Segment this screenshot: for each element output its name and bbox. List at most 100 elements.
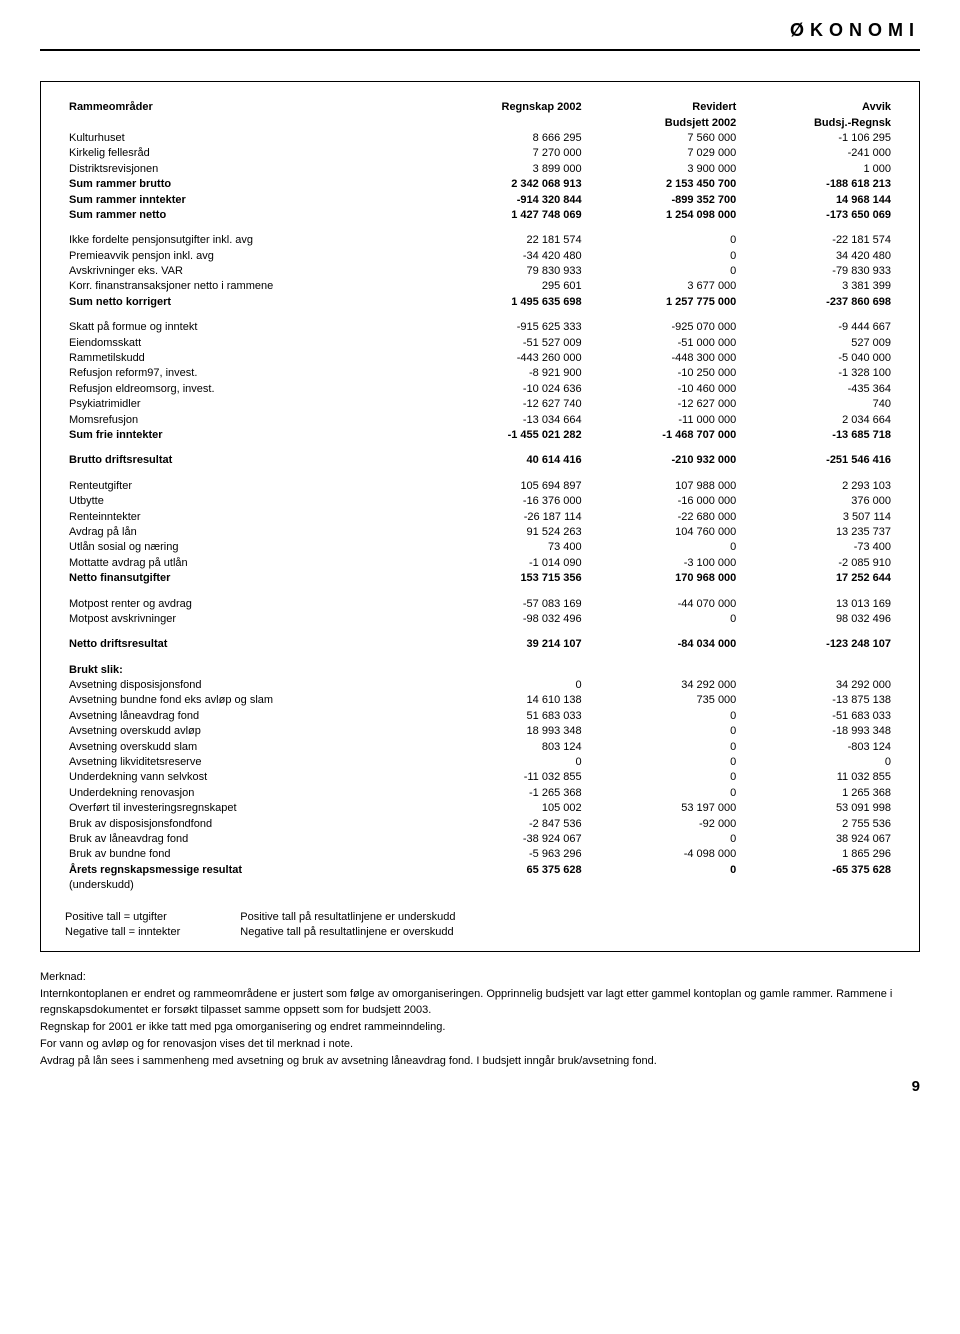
row-value: -925 070 000: [586, 310, 741, 335]
row-value: 65 375 628: [431, 863, 586, 878]
table-row: (underskudd): [65, 878, 895, 893]
table-row: Årets regnskapsmessige resultat65 375 62…: [65, 863, 895, 878]
row-value: 91 524 263: [431, 525, 586, 540]
note-line: Internkontoplanen er endret og rammeområ…: [40, 987, 920, 1019]
table-row: Motpost avskrivninger-98 032 496098 032 …: [65, 612, 895, 627]
row-value: 1 000: [740, 162, 895, 177]
row-value: -34 420 480: [431, 249, 586, 264]
row-value: 40 614 416: [431, 443, 586, 468]
col-subheader-c1: [431, 116, 586, 131]
row-value: 3 507 114: [740, 510, 895, 525]
row-label: Utbytte: [65, 494, 431, 509]
row-value: 53 091 998: [740, 801, 895, 816]
col-header-c3: Avvik: [740, 100, 895, 115]
row-value: -3 100 000: [586, 556, 741, 571]
row-value: 1 265 368: [740, 786, 895, 801]
table-row: Avdrag på lån91 524 263104 760 00013 235…: [65, 525, 895, 540]
row-value: 153 715 356: [431, 571, 586, 586]
row-value: -44 070 000: [586, 587, 741, 612]
row-value: 51 683 033: [431, 709, 586, 724]
table-row: Eiendomsskatt-51 527 009-51 000 000527 0…: [65, 336, 895, 351]
row-value: -1 265 368: [431, 786, 586, 801]
row-value: 2 293 103: [740, 469, 895, 494]
row-value: 1 257 775 000: [586, 295, 741, 310]
row-label: Sum rammer brutto: [65, 177, 431, 192]
row-label: Premieavvik pensjon inkl. avg: [65, 249, 431, 264]
row-value: [740, 878, 895, 893]
row-label: Underdekning vann selvkost: [65, 770, 431, 785]
row-label: Bruk av bundne fond: [65, 847, 431, 862]
row-value: -84 034 000: [586, 627, 741, 652]
row-value: 79 830 933: [431, 264, 586, 279]
row-value: 105 694 897: [431, 469, 586, 494]
row-value: 22 181 574: [431, 223, 586, 248]
table-row: Refusjon reform97, invest.-8 921 900-10 …: [65, 366, 895, 381]
table-row: Skatt på formue og inntekt-915 625 333-9…: [65, 310, 895, 335]
row-label: Motpost renter og avdrag: [65, 587, 431, 612]
section-label: ØKONOMI: [40, 0, 920, 49]
row-value: 1 254 098 000: [586, 208, 741, 223]
notes: Merknad: Internkontoplanen er endret og …: [40, 970, 920, 1070]
row-value: -38 924 067: [431, 832, 586, 847]
row-value: -4 098 000: [586, 847, 741, 862]
row-value: 104 760 000: [586, 525, 741, 540]
note-line: Regnskap for 2001 er ikke tatt med pga o…: [40, 1020, 920, 1036]
row-value: -26 187 114: [431, 510, 586, 525]
row-value: [431, 653, 586, 678]
financial-table-box: Rammeområder Regnskap 2002 Revidert Avvi…: [40, 81, 920, 952]
table-row: Overført til investeringsregnskapet105 0…: [65, 801, 895, 816]
row-label: Avsetning bundne fond eks avløp og slam: [65, 693, 431, 708]
col-subheader-c3: Budsj.-Regnsk: [740, 116, 895, 131]
row-label: Sum netto korrigert: [65, 295, 431, 310]
row-value: 34 292 000: [586, 678, 741, 693]
table-row: Avsetning likviditetsreserve000: [65, 755, 895, 770]
row-value: -237 860 698: [740, 295, 895, 310]
row-value: 105 002: [431, 801, 586, 816]
row-value: -1 106 295: [740, 131, 895, 146]
table-row: Underdekning vann selvkost-11 032 855011…: [65, 770, 895, 785]
row-value: -448 300 000: [586, 351, 741, 366]
row-label: Bruk av disposisjonsfondfond: [65, 817, 431, 832]
row-value: -2 847 536: [431, 817, 586, 832]
row-value: 735 000: [586, 693, 741, 708]
row-value: 0: [586, 786, 741, 801]
row-label: Avsetning låneavdrag fond: [65, 709, 431, 724]
row-label: Avdrag på lån: [65, 525, 431, 540]
page-number: 9: [40, 1076, 920, 1097]
row-value: -16 000 000: [586, 494, 741, 509]
row-value: 98 032 496: [740, 612, 895, 627]
row-label: Underdekning renovasjon: [65, 786, 431, 801]
notes-heading: Merknad:: [40, 970, 920, 986]
row-label: Brutto driftsresultat: [65, 443, 431, 468]
row-value: 0: [431, 678, 586, 693]
row-label: Mottatte avdrag på utlån: [65, 556, 431, 571]
row-value: -22 680 000: [586, 510, 741, 525]
row-value: -914 320 844: [431, 193, 586, 208]
table-row: Avsetning overskudd slam803 1240-803 124: [65, 740, 895, 755]
table-row: Renteutgifter105 694 897107 988 0002 293…: [65, 469, 895, 494]
row-value: -188 618 213: [740, 177, 895, 192]
row-value: -210 932 000: [586, 443, 741, 468]
row-value: 8 666 295: [431, 131, 586, 146]
row-value: 0: [586, 863, 741, 878]
row-value: -1 455 021 282: [431, 428, 586, 443]
row-value: 0: [740, 755, 895, 770]
row-value: -1 014 090: [431, 556, 586, 571]
row-value: 3 381 399: [740, 279, 895, 294]
row-value: 740: [740, 397, 895, 412]
table-row: Refusjon eldreomsorg, invest.-10 024 636…: [65, 382, 895, 397]
row-value: 3 900 000: [586, 162, 741, 177]
row-value: -10 460 000: [586, 382, 741, 397]
row-label: Netto driftsresultat: [65, 627, 431, 652]
row-value: 107 988 000: [586, 469, 741, 494]
row-label: Renteutgifter: [65, 469, 431, 494]
row-label: Sum rammer netto: [65, 208, 431, 223]
table-row: Avsetning bundne fond eks avløp og slam1…: [65, 693, 895, 708]
row-value: 14 610 138: [431, 693, 586, 708]
table-row: Utbytte-16 376 000-16 000 000376 000: [65, 494, 895, 509]
row-value: 0: [586, 755, 741, 770]
row-value: 3 899 000: [431, 162, 586, 177]
row-value: 2 153 450 700: [586, 177, 741, 192]
row-value: -435 364: [740, 382, 895, 397]
row-label: Refusjon eldreomsorg, invest.: [65, 382, 431, 397]
